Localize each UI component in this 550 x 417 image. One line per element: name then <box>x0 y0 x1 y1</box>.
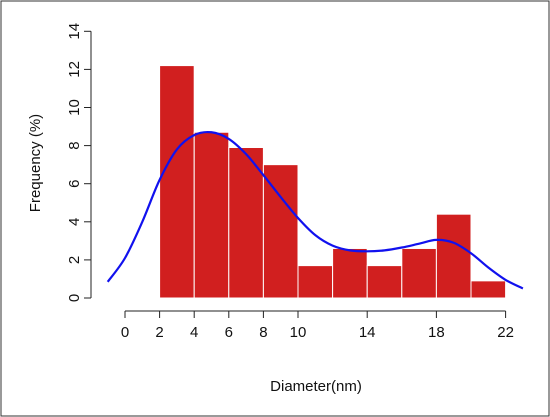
x-tick-label: 22 <box>497 324 514 341</box>
histogram-bar <box>435 213 472 299</box>
density-curve-layer <box>106 130 524 290</box>
histogram-bar <box>193 131 230 299</box>
histogram-bar <box>159 65 195 299</box>
x-tick-label: 4 <box>190 324 198 341</box>
x-axis: 0 2 4 6 8 10 14 18 22 <box>121 310 514 341</box>
y-tick-label: 12 <box>66 61 83 78</box>
x-tick-label: 0 <box>121 324 129 341</box>
density-curve <box>106 130 524 290</box>
x-tick-label: 8 <box>259 324 267 341</box>
x-tick-label: 10 <box>290 324 307 341</box>
y-tick-label: 2 <box>66 256 83 264</box>
x-tick-label: 6 <box>225 324 233 341</box>
histogram-bar <box>470 280 507 299</box>
y-axis-title: Frequency (%) <box>27 114 44 212</box>
y-tick-label: 8 <box>66 141 83 149</box>
y-tick-label: 10 <box>66 99 83 116</box>
histogram-bar <box>262 164 299 299</box>
y-tick-label: 6 <box>66 180 83 188</box>
x-tick-label: 14 <box>359 324 376 341</box>
y-tick-label: 14 <box>66 23 83 40</box>
x-axis-title: Diameter(nm) <box>270 378 362 395</box>
x-tick-label: 18 <box>428 324 445 341</box>
histogram-bar <box>401 247 437 299</box>
y-axis: 0 2 4 6 8 10 12 14 <box>66 23 92 302</box>
histogram-bar <box>297 265 334 299</box>
y-tick-label: 0 <box>66 294 83 302</box>
y-tick-label: 4 <box>66 218 83 226</box>
x-tick-label: 2 <box>155 324 163 341</box>
histogram-bar <box>332 247 368 299</box>
histogram-bar <box>366 265 403 299</box>
